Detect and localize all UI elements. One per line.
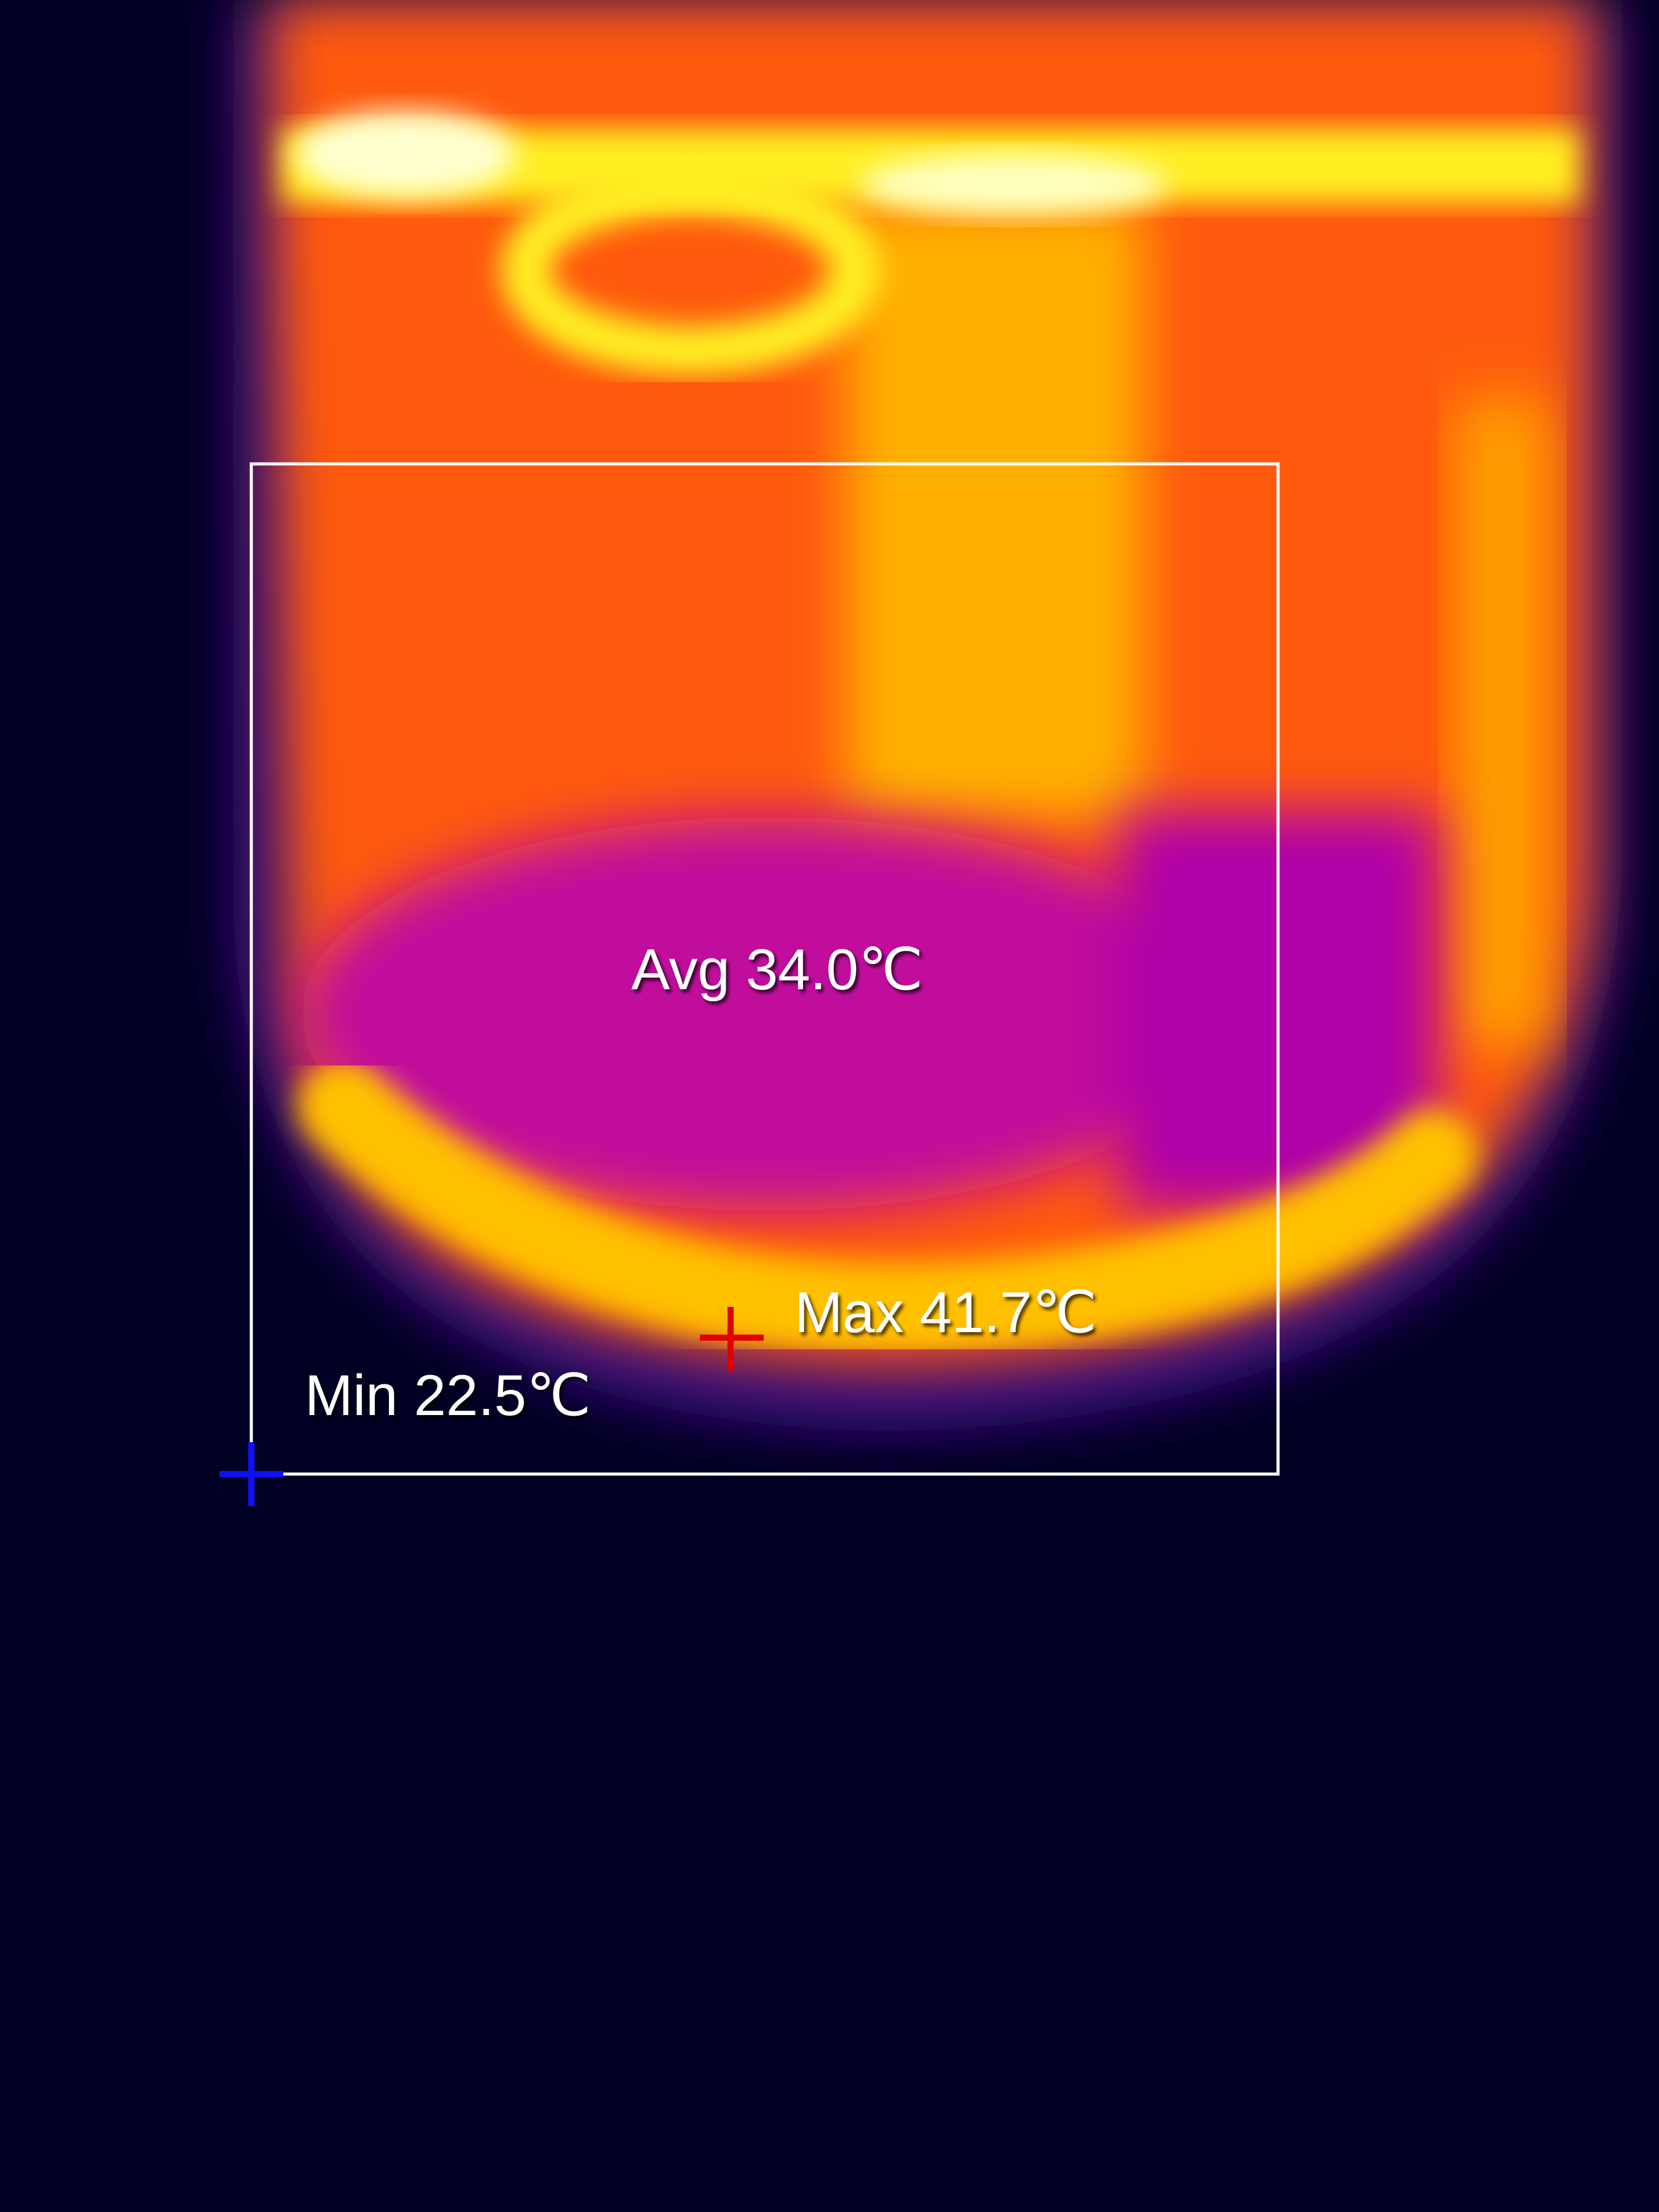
max-label: Max 41.7℃ <box>794 1280 1097 1344</box>
avg-label: Avg 34.0℃ <box>632 937 924 1002</box>
max-marker <box>700 1307 764 1371</box>
min-label: Min 22.5℃ <box>305 1363 591 1427</box>
measure-box <box>249 462 1280 1476</box>
thermal-image <box>233 0 1622 1432</box>
min-marker <box>219 1442 283 1506</box>
